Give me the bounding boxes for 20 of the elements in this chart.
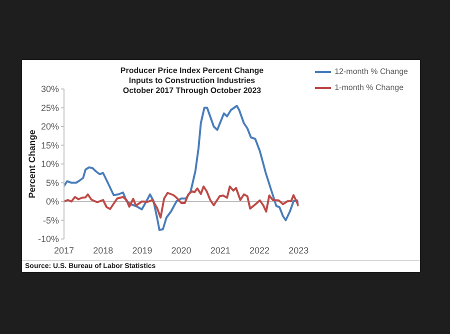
x-tick-label: 2020 xyxy=(171,245,192,256)
legend-label: 1-month % Change xyxy=(334,83,404,92)
y-tick-label: 20% xyxy=(40,122,59,132)
x-tick-label: 2019 xyxy=(132,245,152,256)
y-tick-label: 15% xyxy=(40,140,59,150)
x-tick-label: 2023 xyxy=(288,245,309,256)
y-tick-label: 30% xyxy=(40,84,59,94)
y-tick-label: 25% xyxy=(40,102,59,113)
y-tick-label: 5% xyxy=(46,178,59,188)
y-tick-label: -10% xyxy=(38,234,59,244)
x-tick-label: 2021 xyxy=(210,245,230,256)
x-tick-label: 2022 xyxy=(249,245,270,256)
chart-title: Producer Price Index Percent Change Inputs to Construction Industries October 2017 Through October 2023 xyxy=(119,66,265,96)
y-axis-title: Percent Change xyxy=(27,130,38,198)
x-tick-label: 2018 xyxy=(93,245,114,256)
x-tick-label: 2017 xyxy=(54,245,74,256)
y-tick-label: -5% xyxy=(42,215,59,226)
y-tick-label: 10% xyxy=(40,159,59,170)
legend-label: 12-month % Change xyxy=(334,67,408,76)
y-tick-label: 0% xyxy=(46,196,59,207)
